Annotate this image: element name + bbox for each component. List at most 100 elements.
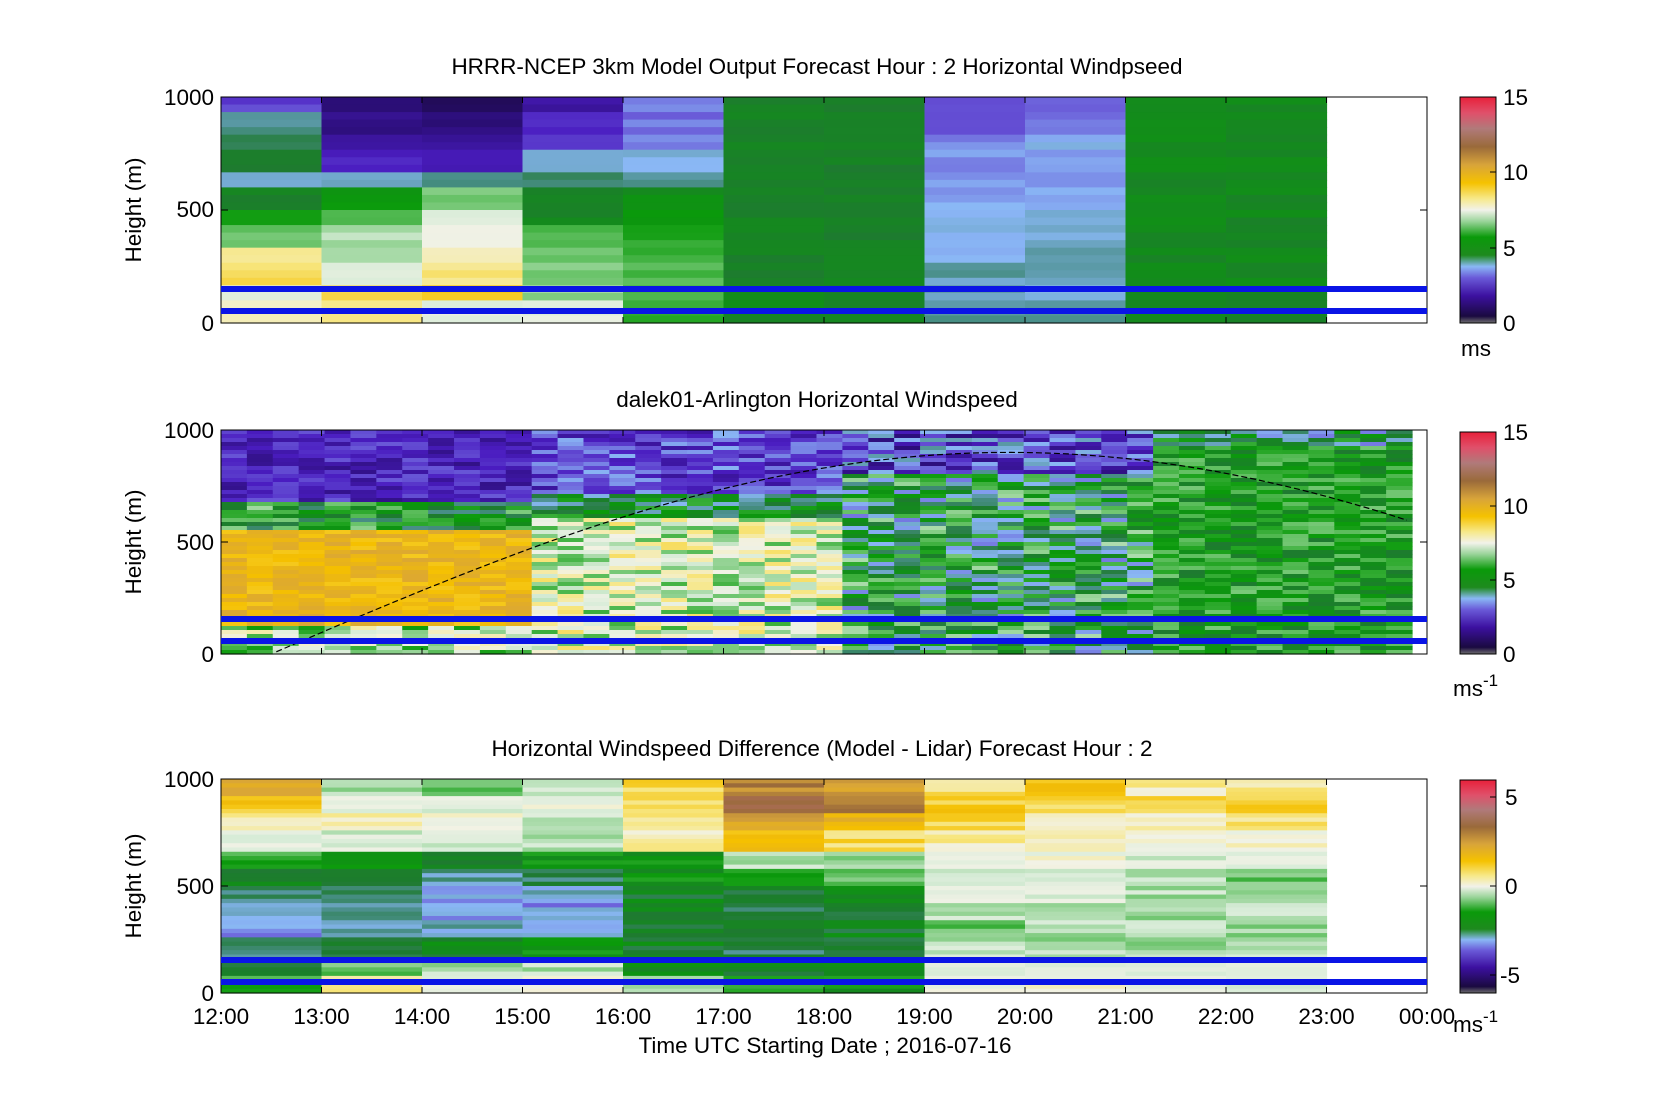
heatmap-cell xyxy=(1308,562,1335,567)
heatmap-cell xyxy=(1282,602,1310,607)
heatmap-cell xyxy=(824,210,926,219)
heatmap-cell xyxy=(945,634,973,639)
heatmap-cell xyxy=(1226,134,1328,143)
heatmap-cell xyxy=(623,142,725,151)
heatmap-cell xyxy=(1360,498,1387,503)
heatmap-cell xyxy=(1023,570,1051,575)
heatmap-cell xyxy=(924,894,1026,900)
heatmap-cell xyxy=(842,490,869,495)
heatmap-cell xyxy=(842,542,869,547)
heatmap-cell xyxy=(1226,920,1328,926)
heatmap-cell xyxy=(321,890,423,896)
heatmap-cell xyxy=(1125,796,1227,801)
heatmap-cell xyxy=(1127,574,1154,579)
heatmap-cell xyxy=(321,232,423,241)
heatmap-cell xyxy=(1334,494,1361,499)
heatmap-cell xyxy=(1125,315,1227,324)
heatmap-cell xyxy=(764,566,792,571)
heatmap-cell xyxy=(428,554,455,559)
heatmap-cell xyxy=(246,610,274,615)
heatmap-cell xyxy=(298,474,326,479)
heatmap-cell xyxy=(1025,821,1127,827)
heatmap-cell xyxy=(583,474,610,479)
heatmap-cell xyxy=(712,434,740,439)
heatmap-cell xyxy=(997,462,1025,467)
heatmap-cell xyxy=(1125,890,1227,896)
heatmap-cell xyxy=(687,466,714,471)
heatmap-cell xyxy=(350,590,377,595)
heatmap-cell xyxy=(924,881,1026,887)
heatmap-cell xyxy=(1025,886,1127,891)
heatmap-cell xyxy=(1075,650,1102,655)
heatmap-cell xyxy=(661,566,688,571)
heatmap-cell xyxy=(583,466,610,471)
heatmap-cell xyxy=(1178,630,1206,635)
heatmap-cell xyxy=(842,566,869,571)
heatmap-cell xyxy=(557,566,585,571)
heatmap-cell xyxy=(868,458,895,463)
heatmap-cell xyxy=(824,779,926,784)
heatmap-cell xyxy=(842,586,869,591)
heatmap-cell xyxy=(924,907,1026,913)
heatmap-cell xyxy=(738,634,766,639)
heatmap-cell xyxy=(635,566,662,571)
heatmap-cell xyxy=(971,634,999,639)
heatmap-cell xyxy=(1256,642,1284,647)
heatmap-cell xyxy=(723,975,825,981)
heatmap-cell xyxy=(321,886,423,891)
heatmap-cell xyxy=(531,610,559,615)
heatmap-cell xyxy=(1127,606,1154,611)
heatmap-cell xyxy=(738,482,766,487)
heatmap-cell xyxy=(635,562,662,567)
heatmap-cell xyxy=(712,474,740,479)
heatmap-cell xyxy=(505,642,533,647)
heatmap-cell xyxy=(687,566,714,571)
heatmap-cell xyxy=(1101,570,1128,575)
heatmap-cell xyxy=(1204,630,1232,635)
heatmap-cell xyxy=(583,478,610,483)
heatmap-cell xyxy=(868,482,895,487)
heatmap-cell xyxy=(272,454,300,459)
heatmap-cell xyxy=(894,502,921,507)
heatmap-cell xyxy=(1282,634,1310,639)
heatmap-cell xyxy=(894,430,921,435)
heatmap-cell xyxy=(920,630,947,635)
heatmap-cell xyxy=(723,157,825,166)
heatmap-cell xyxy=(350,578,377,583)
heatmap-cell xyxy=(920,606,947,611)
heatmap-cell xyxy=(1308,446,1335,451)
heatmap-cell xyxy=(924,134,1026,143)
heatmap-cell xyxy=(924,963,1026,968)
heatmap-cell xyxy=(522,315,624,324)
heatmap-cell xyxy=(609,626,636,631)
heatmap-cell xyxy=(1334,514,1361,519)
heatmap-cell xyxy=(221,430,248,435)
heatmap-cell xyxy=(583,602,610,607)
heatmap-cell xyxy=(1256,590,1284,595)
heatmap-cell xyxy=(894,558,921,563)
heatmap-cell xyxy=(428,538,455,543)
heatmap-cell xyxy=(557,462,585,467)
heatmap-cell xyxy=(1075,534,1102,539)
heatmap-cell xyxy=(816,466,843,471)
heatmap-cell xyxy=(221,834,323,840)
heatmap-cell xyxy=(868,526,895,531)
heatmap-cell xyxy=(712,454,740,459)
heatmap-cell xyxy=(1226,834,1328,840)
heatmap-cell xyxy=(1178,506,1206,511)
heatmap-cell xyxy=(350,442,377,447)
heatmap-cell xyxy=(1282,642,1310,647)
heatmap-cell xyxy=(868,542,895,547)
heatmap-cell xyxy=(723,225,825,234)
heatmap-cell xyxy=(924,911,1026,917)
heatmap-cell xyxy=(924,315,1026,324)
heatmap-cell xyxy=(221,890,323,896)
heatmap-cell xyxy=(816,610,843,615)
heatmap-cell xyxy=(790,530,818,535)
heatmap-cell xyxy=(428,594,455,599)
heatmap-cell xyxy=(221,622,248,627)
heatmap-cell xyxy=(1256,530,1284,535)
heatmap-cell xyxy=(1230,498,1258,503)
heatmap-cell xyxy=(221,217,323,226)
heatmap-cell xyxy=(221,594,248,599)
